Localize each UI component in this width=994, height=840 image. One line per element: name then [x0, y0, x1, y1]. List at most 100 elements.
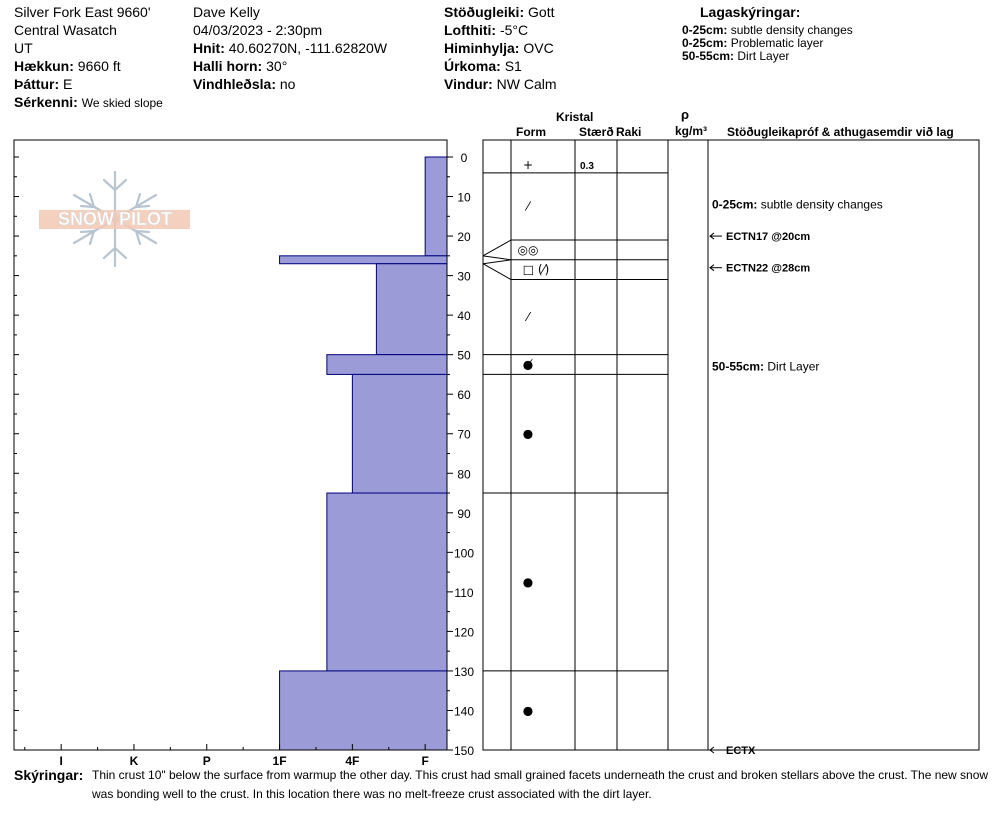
hardness-bar [375, 263, 448, 356]
depth-label: 140 [454, 704, 474, 718]
slope-angle: Halli horn: 30° [193, 57, 287, 75]
legend-item-range: 0-25cm: [682, 23, 728, 37]
size-header: Stærð [579, 125, 614, 139]
crystal-form-symbol: ⁄ [524, 199, 532, 213]
specifics-value: We skied slope [81, 96, 163, 110]
legend-item: 0-25cm: Problematic layer [682, 37, 823, 50]
legend-item-text: Dirt Layer [737, 49, 790, 63]
stability-column-frame [707, 139, 980, 751]
crystal-form-symbol: ⁄ [524, 310, 532, 324]
depth-label: 40 [457, 309, 471, 323]
slope-angle-label: Halli horn: [193, 58, 263, 74]
crystal-header: Kristal [556, 110, 594, 124]
hardness-bar [326, 354, 448, 375]
layer-connector [482, 255, 512, 261]
state: UT [14, 40, 33, 56]
hardness-label: 4F [345, 754, 359, 768]
observation-datetime: 04/03/2023 - 2:30pm [193, 22, 323, 38]
moisture-header: Raki [616, 125, 642, 139]
stability-value: Gott [528, 4, 555, 20]
wind: Vindur: NW Calm [444, 75, 557, 93]
elevation: Hækkun: 9660 ft [14, 57, 121, 75]
observer-name: Dave Kelly [193, 4, 260, 20]
crystal-size: 0.3 [580, 161, 594, 172]
legend-item: 0-25cm: subtle density changes [682, 24, 853, 37]
depth-label: 20 [457, 230, 471, 244]
depth-label: 120 [454, 625, 474, 639]
specifics: Sérkenni: We skied slope [14, 93, 163, 112]
depth-label: 130 [454, 665, 474, 679]
stability-test-label: ECTX [726, 745, 756, 757]
layer-comment: 50-55cm: Dirt Layer [712, 360, 819, 374]
hardness-frame [13, 139, 448, 751]
rho-header: ρ [681, 107, 690, 122]
mountain-range: Central Wasatch [14, 22, 117, 38]
depth-label: 150 [454, 744, 474, 758]
depth-label: 90 [457, 507, 471, 521]
annotation-arrowhead [709, 232, 715, 240]
wind-label: Vindur: [444, 76, 493, 92]
legend-item-range: 50-55cm: [682, 49, 735, 63]
hardness-label: I [59, 754, 62, 768]
hardness-bar [424, 156, 448, 257]
depth-label: 30 [457, 270, 471, 284]
precipitation-value: S1 [504, 58, 522, 74]
aspect: Þáttur: E [14, 75, 72, 93]
comments-label: Skýringar: [14, 767, 84, 783]
specifics-label: Sérkenni: [14, 94, 78, 110]
legend-item-range: 0-25cm: [682, 36, 728, 50]
air-temp-label: Lofthiti: [444, 22, 497, 38]
hardness-label: F [421, 754, 428, 768]
stability-label: Stöðugleiki: [444, 4, 525, 20]
slope-angle-value: 30° [266, 58, 288, 74]
depth-label: 70 [457, 428, 471, 442]
comments-line-2: was bonding well to the crust. In this l… [92, 787, 652, 801]
hardness-label: P [203, 754, 211, 768]
legend-title: Lagaskýringar: [700, 4, 801, 20]
crystal-form-symbol: ● [523, 575, 533, 589]
coordinates-label: Hnit: [193, 40, 225, 56]
hardness-bar [326, 492, 448, 672]
depth-label: 110 [454, 586, 473, 600]
air-temp: Lofthiti: -5°C [444, 21, 528, 39]
hardness-bar [279, 255, 448, 265]
hardness-bar [279, 670, 448, 751]
depth-label: 0 [461, 151, 468, 165]
coordinates: Hnit: 40.60270N, -111.62820W [193, 39, 387, 57]
density-unit-header: kg/m³ [675, 124, 708, 138]
elevation-value: 9660 ft [77, 58, 121, 74]
hardness-bar [351, 373, 448, 494]
comments-line-1: Thin crust 10" below the surface from wa… [92, 768, 989, 782]
logo-text: SNOW PILOT [58, 209, 172, 229]
hardness-label: K [130, 754, 139, 768]
sky-cover: Himinhylja: OVC [444, 39, 554, 57]
wind-value: NW Calm [496, 76, 557, 92]
aspect-label: Þáttur: [14, 76, 60, 92]
layer-connector [482, 239, 512, 257]
annotation-arrowhead [709, 264, 715, 272]
legend-item-text: Problematic layer [730, 36, 824, 50]
crystal-form-symbol: ●̸ [523, 358, 533, 372]
sky-cover-value: OVC [523, 40, 554, 56]
snow-pilot-logo: SNOW PILOT [39, 170, 190, 268]
wind-loading-value: no [279, 76, 296, 92]
wind-loading-label: Vindhleðsla: [193, 76, 276, 92]
density-column-frame [667, 139, 709, 751]
depth-label: 80 [457, 467, 471, 481]
precipitation: Úrkoma: S1 [444, 57, 522, 75]
stability-test-label: ECTN22 @28cm [726, 263, 810, 275]
annotation-arrowhead [709, 746, 715, 754]
precipitation-label: Úrkoma: [444, 58, 501, 74]
crystal-form-symbol: + [523, 158, 533, 172]
stability-tests-header: Stöðugleikapróf & athugasemdir við lag [727, 125, 954, 139]
depth-label: 60 [457, 388, 471, 402]
legend-item: 50-55cm: Dirt Layer [682, 50, 789, 63]
layer-connector [482, 263, 512, 280]
site-name: Silver Fork East 9660' [14, 4, 151, 20]
air-temp-value: -5°C [499, 22, 529, 38]
layer-connector [482, 259, 512, 265]
crystal-form-symbol: ● [523, 427, 533, 441]
depth-label: 100 [454, 546, 474, 560]
hardness-label: 1F [273, 754, 287, 768]
